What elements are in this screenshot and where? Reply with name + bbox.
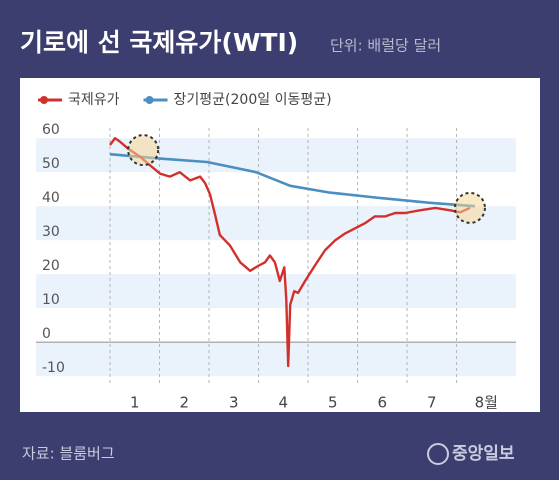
x-tick-label: 5 xyxy=(328,394,338,412)
y-tick-label: 50 xyxy=(42,156,60,172)
y-tick-label: 0 xyxy=(42,326,51,342)
x-tick-label: 2 xyxy=(179,394,189,412)
y-tick-label: -10 xyxy=(42,360,65,376)
x-tick-label: 3 xyxy=(229,394,239,412)
y-tick-label: 40 xyxy=(42,190,60,206)
y-tick-label: 60 xyxy=(42,122,60,138)
highlight xyxy=(453,191,486,224)
grid-band xyxy=(36,138,516,173)
series-line xyxy=(109,137,471,368)
x-tick-label: 4 xyxy=(279,394,289,412)
source: 자료: 블룸버그 xyxy=(22,445,115,463)
x-tick-label: 8월 xyxy=(475,394,498,412)
legend-dot xyxy=(145,96,154,104)
legend-dot xyxy=(40,96,48,104)
x-tick-label: 1 xyxy=(130,394,140,412)
logo-icon xyxy=(427,443,449,465)
x-tick-label: 7 xyxy=(427,394,437,412)
legend-label: 장기평균(200일 이동평균) xyxy=(174,92,332,108)
series-line xyxy=(109,152,475,208)
y-tick-label: 30 xyxy=(42,224,60,240)
grid-band xyxy=(36,274,516,309)
logo: 중앙일보 xyxy=(452,444,515,464)
legend-label: 국제유가 xyxy=(68,92,120,108)
highlight xyxy=(127,134,160,167)
chart-subtitle: 단위: 배럴당 달러 xyxy=(330,37,441,55)
x-tick-label: 6 xyxy=(378,394,388,412)
chart-title: 기로에 선 국제유가(WTI) xyxy=(20,28,298,57)
y-tick-label: 20 xyxy=(42,258,60,274)
y-tick-label: 10 xyxy=(42,292,60,308)
grid-band xyxy=(36,206,516,241)
grid-band xyxy=(36,342,516,377)
